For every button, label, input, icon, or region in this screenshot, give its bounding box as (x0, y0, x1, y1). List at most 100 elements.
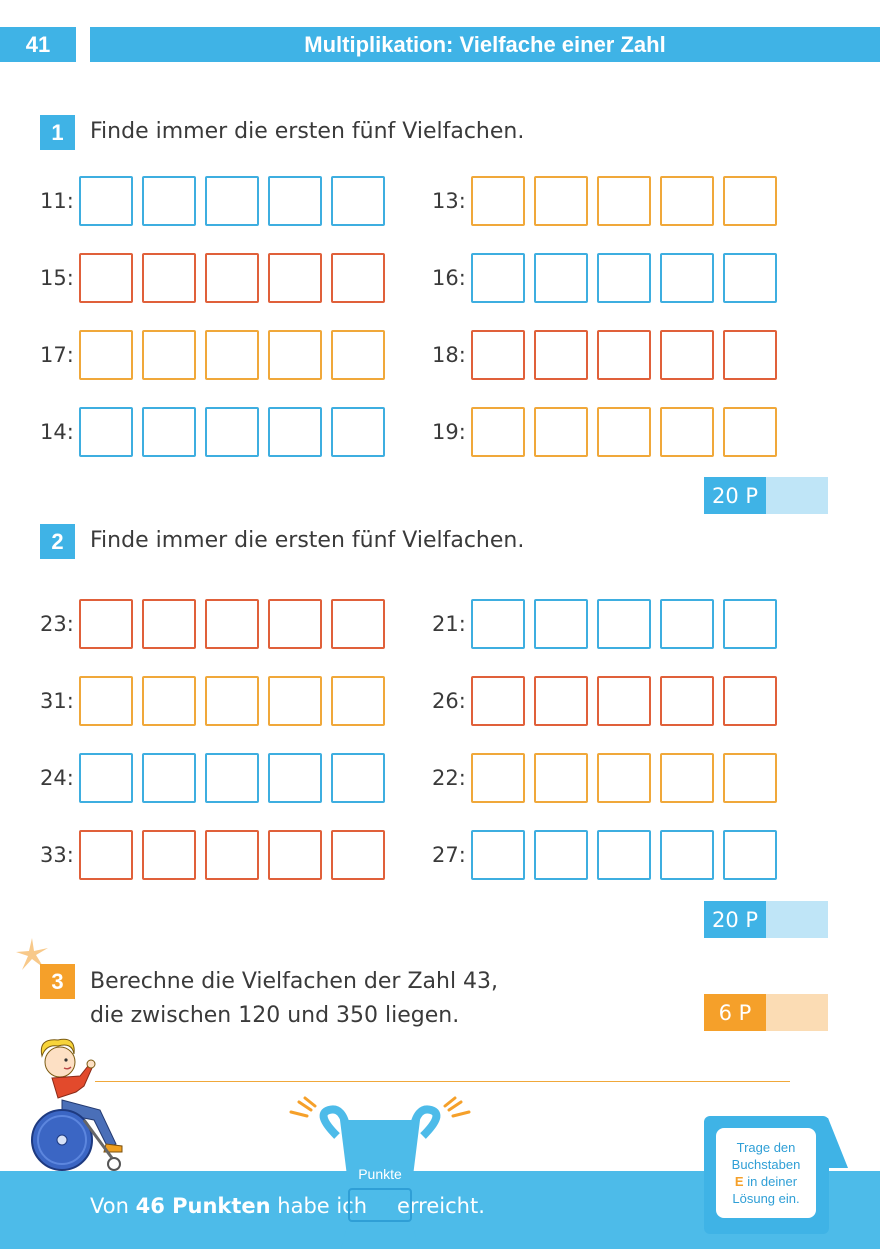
answer-box[interactable] (471, 176, 525, 226)
answer-box[interactable] (534, 753, 588, 803)
points-label: 20 P (704, 477, 766, 514)
footer-middle: habe ich (270, 1194, 368, 1218)
answer-box[interactable] (471, 599, 525, 649)
answer-box[interactable] (597, 599, 651, 649)
score-entry-field[interactable] (348, 1188, 412, 1222)
answer-box[interactable] (723, 330, 777, 380)
answer-box[interactable] (723, 176, 777, 226)
answer-box[interactable] (471, 330, 525, 380)
row-label: 22: (432, 766, 466, 790)
footer-score-text: Von 46 Punkten habe ich (90, 1194, 367, 1218)
answer-box[interactable] (79, 753, 133, 803)
answer-box[interactable] (205, 330, 259, 380)
answer-box[interactable] (597, 253, 651, 303)
answer-box[interactable] (723, 753, 777, 803)
answer-box[interactable] (142, 599, 196, 649)
answer-box[interactable] (205, 407, 259, 457)
answer-line[interactable] (95, 1081, 790, 1082)
row-label: 31: (40, 689, 74, 713)
answer-box[interactable] (268, 599, 322, 649)
answer-box[interactable] (597, 830, 651, 880)
answer-box[interactable] (79, 599, 133, 649)
answer-box[interactable] (331, 330, 385, 380)
answer-box[interactable] (205, 753, 259, 803)
answer-box[interactable] (660, 830, 714, 880)
answer-box[interactable] (534, 599, 588, 649)
answer-box[interactable] (268, 830, 322, 880)
answer-box[interactable] (79, 676, 133, 726)
answer-box[interactable] (79, 830, 133, 880)
answer-box[interactable] (723, 676, 777, 726)
answer-box[interactable] (142, 407, 196, 457)
answer-box[interactable] (534, 253, 588, 303)
answer-box[interactable] (660, 676, 714, 726)
answer-box[interactable] (79, 330, 133, 380)
answer-box[interactable] (597, 407, 651, 457)
answer-box[interactable] (331, 753, 385, 803)
answer-box[interactable] (723, 830, 777, 880)
answer-box[interactable] (534, 407, 588, 457)
answer-box[interactable] (660, 753, 714, 803)
answer-box[interactable] (597, 330, 651, 380)
answer-box[interactable] (268, 330, 322, 380)
answer-box[interactable] (471, 407, 525, 457)
row-label: 17: (40, 343, 74, 367)
answer-box[interactable] (471, 830, 525, 880)
points-entry-field[interactable] (766, 901, 828, 938)
points-box-3: 6 P (704, 994, 828, 1031)
answer-box[interactable] (660, 330, 714, 380)
answer-box[interactable] (723, 599, 777, 649)
answer-box[interactable] (331, 830, 385, 880)
answer-box[interactable] (660, 176, 714, 226)
answer-box[interactable] (268, 253, 322, 303)
answer-box[interactable] (534, 176, 588, 226)
answer-box[interactable] (331, 253, 385, 303)
answer-box[interactable] (79, 407, 133, 457)
answer-box[interactable] (142, 330, 196, 380)
answer-box[interactable] (471, 753, 525, 803)
answer-box[interactable] (142, 676, 196, 726)
row-label: 23: (40, 612, 74, 636)
answer-box[interactable] (471, 676, 525, 726)
points-entry-field[interactable] (766, 994, 828, 1031)
row-label: 27: (432, 843, 466, 867)
answer-box[interactable] (331, 599, 385, 649)
page-title: Multiplikation: Vielfache einer Zahl (90, 27, 880, 62)
answer-box[interactable] (660, 599, 714, 649)
answer-box[interactable] (205, 830, 259, 880)
answer-box[interactable] (331, 676, 385, 726)
points-entry-field[interactable] (766, 477, 828, 514)
note-line-1: Trage den (736, 1140, 796, 1155)
answer-box[interactable] (268, 753, 322, 803)
answer-box[interactable] (205, 176, 259, 226)
answer-box[interactable] (597, 676, 651, 726)
answer-box[interactable] (205, 599, 259, 649)
task-instruction-1: Finde immer die ersten fünf Vielfachen. (90, 119, 525, 144)
answer-box[interactable] (723, 253, 777, 303)
answer-box[interactable] (268, 176, 322, 226)
answer-box[interactable] (205, 676, 259, 726)
answer-box[interactable] (534, 676, 588, 726)
answer-box[interactable] (79, 176, 133, 226)
answer-box[interactable] (597, 753, 651, 803)
answer-box[interactable] (723, 407, 777, 457)
answer-box[interactable] (268, 407, 322, 457)
answer-box[interactable] (660, 253, 714, 303)
page-number: 41 (0, 27, 76, 62)
answer-box[interactable] (534, 830, 588, 880)
task-instruction-3-line1: Berechne die Vielfachen der Zahl 43, (90, 969, 499, 994)
answer-box[interactable] (534, 330, 588, 380)
answer-box[interactable] (331, 407, 385, 457)
answer-box[interactable] (142, 253, 196, 303)
answer-box[interactable] (205, 253, 259, 303)
answer-box[interactable] (597, 176, 651, 226)
answer-box[interactable] (79, 253, 133, 303)
answer-box[interactable] (142, 753, 196, 803)
answer-box[interactable] (471, 253, 525, 303)
answer-box[interactable] (142, 176, 196, 226)
answer-box[interactable] (660, 407, 714, 457)
answer-box[interactable] (142, 830, 196, 880)
answer-box[interactable] (331, 176, 385, 226)
answer-box[interactable] (268, 676, 322, 726)
trophy-icon (289, 1096, 471, 1249)
